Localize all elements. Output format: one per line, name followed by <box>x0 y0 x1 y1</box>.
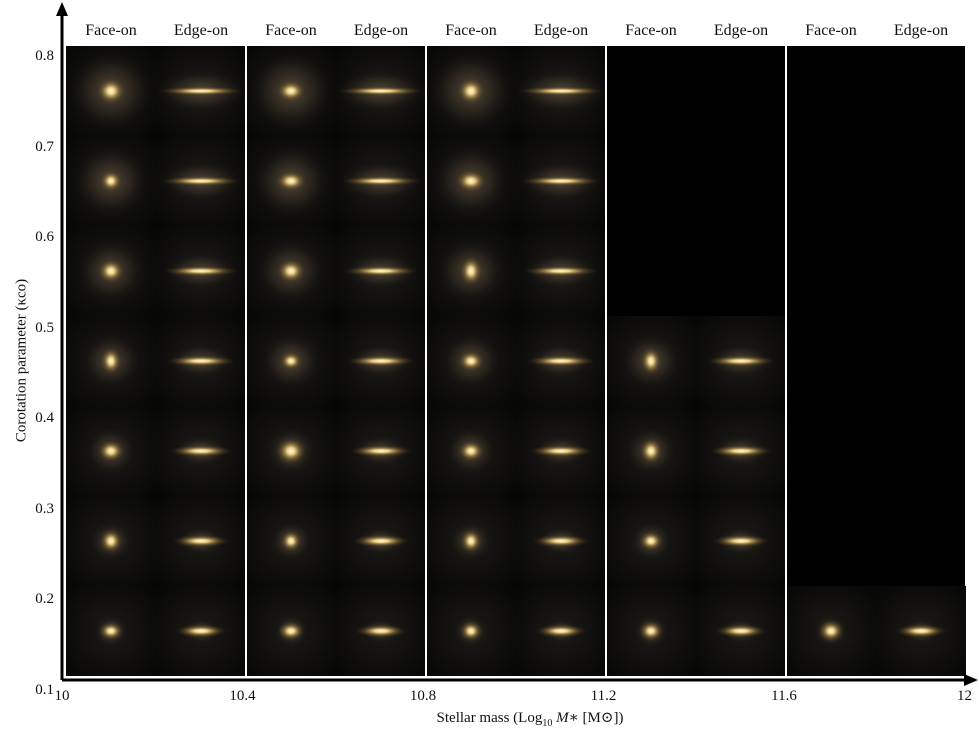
galaxy-face-on-cell <box>246 316 336 406</box>
column-header-edge-on: Edge-on <box>713 22 769 39</box>
x-axis-label-sub: 10 <box>542 718 553 729</box>
x-axis-label-prefix: Stellar mass (Log <box>436 710 543 726</box>
galaxy-edge-on-cell <box>336 136 426 226</box>
galaxy-edge-on-cell <box>336 496 426 586</box>
galaxy-face-on-cell <box>426 46 516 136</box>
galaxy-face-on-cell <box>606 316 696 406</box>
x-tick-label: 11.2 <box>590 688 617 704</box>
column-header-face-on: Face-on <box>265 22 317 39</box>
x-tick-label: 10.8 <box>409 688 437 704</box>
x-tick-label: 10.4 <box>229 688 256 704</box>
galaxy-edge-on-cell <box>516 496 606 586</box>
galaxy-face-on-cell <box>426 406 516 496</box>
galaxy-edge-on-cell <box>336 226 426 316</box>
column-header-edge-on: Edge-on <box>173 22 229 39</box>
y-tick-label: 0.7 <box>35 138 54 155</box>
galaxy-edge-on-cell <box>696 406 786 496</box>
y-tick-label: 0.2 <box>35 591 54 607</box>
galaxy-edge-on-cell <box>696 496 786 586</box>
galaxy-face-on-cell <box>426 316 516 406</box>
galaxy-edge-on-cell <box>156 316 246 406</box>
galaxy-face-on-cell <box>246 496 336 586</box>
galaxy-face-on-cell <box>66 136 156 226</box>
y-tick-label: 0.5 <box>35 319 54 336</box>
galaxy-edge-on-cell <box>696 586 786 676</box>
column-header-edge-on: Edge-on <box>533 22 589 39</box>
x-axis-label-var: M <box>556 710 569 726</box>
column-header-face-on: Face-on <box>85 22 137 39</box>
x-axis-label: Stellar mass (Log10 M∗ [M⊙]) <box>380 708 680 729</box>
galaxy-edge-on-cell <box>513 46 609 136</box>
galaxy-edge-on-cell <box>336 406 426 496</box>
galaxy-face-on-cell <box>426 226 516 316</box>
y-tick-label: 0.6 <box>35 229 54 245</box>
y-tick-label: 0.8 <box>35 48 54 64</box>
galaxy-face-on-cell <box>246 46 336 136</box>
galaxy-edge-on-cell <box>156 406 246 496</box>
galaxy-edge-on-cell <box>336 586 426 676</box>
galaxy-edge-on-cell <box>516 316 606 406</box>
galaxy-face-on-cell <box>246 586 336 676</box>
galaxy-edge-on-cell <box>876 586 966 676</box>
galaxy-face-on-cell <box>606 496 696 586</box>
galaxy-edge-on-cell <box>516 136 606 226</box>
galaxy-edge-on-cell <box>156 136 246 226</box>
x-tick-label: 10 <box>54 688 70 704</box>
galaxy-face-on-cell <box>246 136 336 226</box>
galaxy-face-on-cell <box>66 586 156 676</box>
x-axis-arrow <box>964 674 978 686</box>
y-tick-label: 0.4 <box>35 410 54 426</box>
galaxy-edge-on-cell <box>336 316 426 406</box>
column-header-edge-on: Edge-on <box>353 22 409 39</box>
galaxy-face-on-cell <box>246 226 336 316</box>
galaxy-face-on-cell <box>606 406 696 496</box>
galaxy-edge-on-cell <box>516 226 606 316</box>
galaxy-face-on-cell <box>426 136 516 226</box>
x-tick-label: 11.6 <box>771 688 797 704</box>
y-axis-label: Corotation parameter (κco) <box>13 278 30 443</box>
galaxy-edge-on-cell <box>516 586 606 676</box>
galaxy-face-on-cell <box>606 586 696 676</box>
galaxy-face-on-cell <box>66 226 156 316</box>
galaxy-edge-on-cell <box>156 586 246 676</box>
galaxy-face-on-cell <box>426 586 516 676</box>
galaxy-face-on-cell <box>66 406 156 496</box>
column-header-face-on: Face-on <box>625 22 677 39</box>
x-tick-label: 12 <box>957 688 972 704</box>
galaxy-face-on-cell <box>66 316 156 406</box>
galaxy-edge-on-cell <box>156 496 246 586</box>
galaxy-face-on-cell <box>66 496 156 586</box>
y-axis-arrow <box>56 2 68 16</box>
galaxy-face-on-cell <box>786 586 876 676</box>
galaxy-edge-on-cell <box>333 46 429 136</box>
galaxy-face-on-cell <box>66 46 156 136</box>
galaxy-edge-on-cell <box>516 406 606 496</box>
galaxy-face-on-cell <box>246 406 336 496</box>
column-header-edge-on: Edge-on <box>893 22 949 39</box>
x-axis-label-suffix: ∗ [M⊙]) <box>568 710 624 726</box>
column-header-face-on: Face-on <box>805 22 857 39</box>
y-tick-label: 0.1 <box>35 681 54 698</box>
galaxy-edge-on-cell <box>696 316 786 406</box>
y-tick-label: 0.3 <box>35 500 54 517</box>
column-header-face-on: Face-on <box>445 22 497 39</box>
galaxy-face-on-cell <box>426 496 516 586</box>
galaxy-edge-on-cell <box>156 226 246 316</box>
galaxy-edge-on-cell <box>153 46 249 136</box>
